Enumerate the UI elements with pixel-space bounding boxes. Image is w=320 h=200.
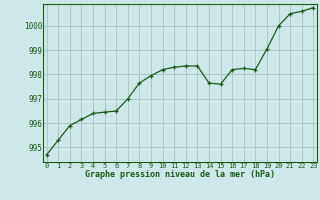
X-axis label: Graphe pression niveau de la mer (hPa): Graphe pression niveau de la mer (hPa) xyxy=(85,170,275,179)
